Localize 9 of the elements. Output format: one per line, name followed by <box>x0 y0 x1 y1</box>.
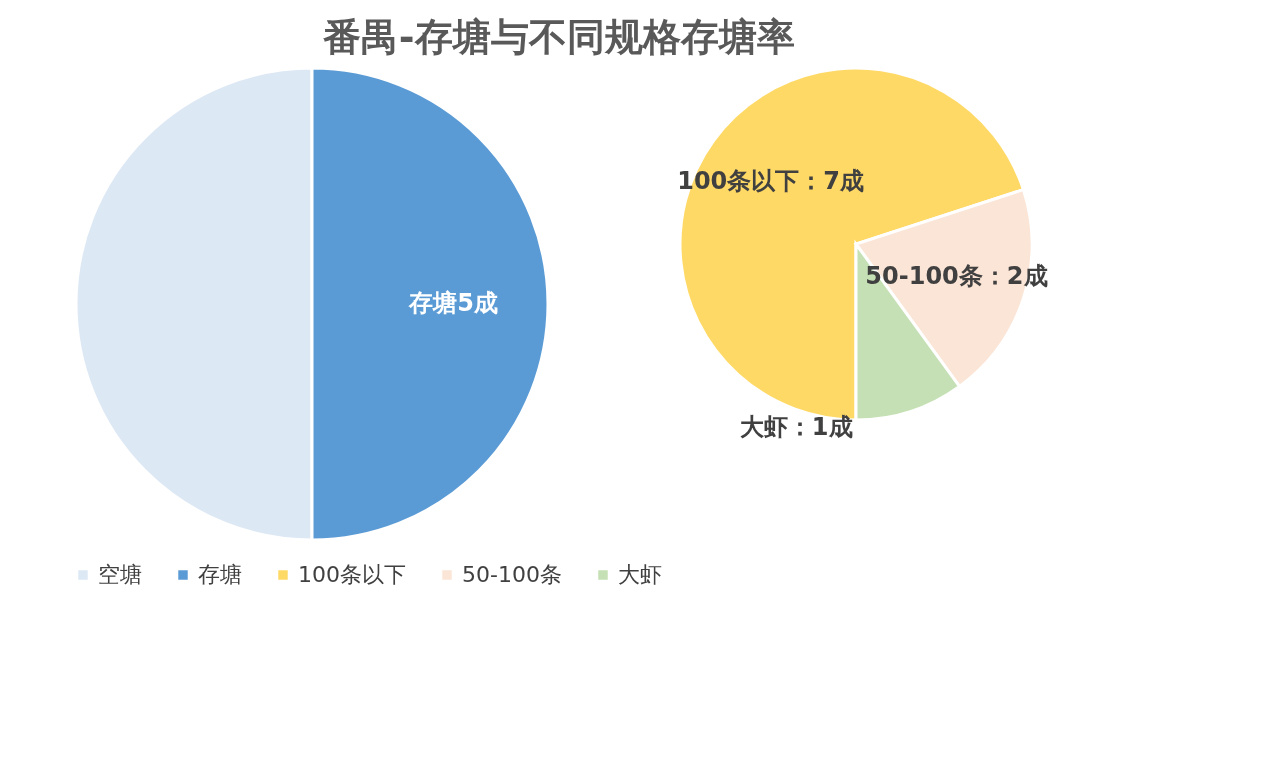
legend-label: 大虾 <box>618 562 662 587</box>
legend-label: 50-100条 <box>462 562 562 587</box>
legend-label: 存塘 <box>198 562 242 587</box>
data-label: 存塘5成 <box>408 289 498 317</box>
data-label: 大虾：1成 <box>739 413 853 442</box>
legend-label: 空塘 <box>98 562 142 587</box>
chart-title: 番禺-存塘与不同规格存塘率 <box>322 15 795 59</box>
legend-label: 100条以下 <box>298 562 406 587</box>
data-label: 50-100条：2成 <box>865 261 1048 290</box>
